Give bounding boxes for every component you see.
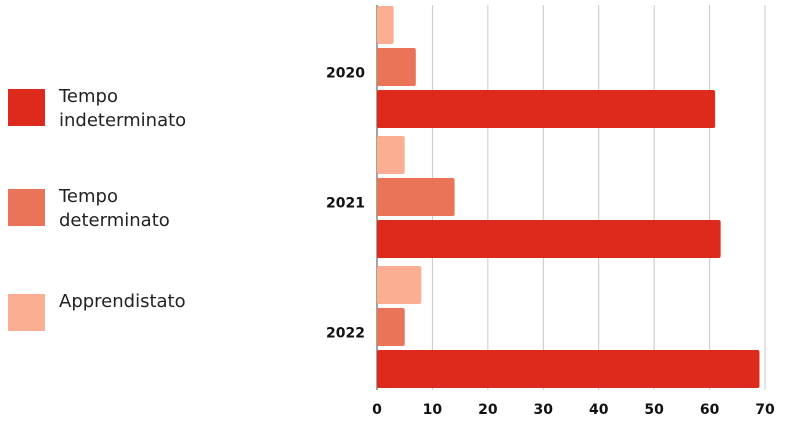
legend-item-apprendistato: Apprendistato (8, 290, 229, 331)
legend-swatch (8, 189, 45, 226)
x-tick-label: 10 (423, 402, 443, 418)
chart-legend: Tempo indeterminato Tempo determinato Ap… (8, 0, 268, 422)
x-tick-label: 50 (644, 402, 664, 418)
bar-2020-apprendistato (377, 6, 394, 44)
x-tick-label: 0 (372, 402, 382, 418)
bar-2022-tempo-determinato (377, 308, 405, 346)
bar-2022-tempo-indeterminato (377, 350, 760, 388)
bar-2021-tempo-determinato (377, 178, 455, 216)
legend-swatch (8, 294, 45, 331)
legend-item-tempo-determinato: Tempo determinato (8, 185, 229, 233)
bar-2020-tempo-determinato (377, 48, 416, 86)
bar-2020-tempo-indeterminato (377, 90, 716, 128)
category-label: 2020 (326, 66, 365, 82)
legend-label: Tempo indeterminato (59, 86, 187, 131)
bar-2021-apprendistato (377, 136, 405, 174)
x-tick-labels: 0 10 20 30 40 50 60 70 (372, 402, 775, 418)
legend-swatch (8, 89, 45, 126)
bar-2022-apprendistato (377, 266, 422, 304)
category-label: 2021 (326, 196, 365, 212)
legend-label: Tempo determinato (59, 186, 170, 231)
x-tick-label: 30 (534, 402, 554, 418)
x-tick-label: 20 (478, 402, 498, 418)
bar-2021-tempo-indeterminato (377, 220, 721, 258)
bars (377, 6, 760, 388)
legend-item-tempo-indeterminato: Tempo indeterminato (8, 85, 229, 133)
category-label: 2022 (326, 326, 365, 342)
x-tick-label: 70 (755, 402, 775, 418)
x-tick-label: 60 (700, 402, 720, 418)
category-labels: 2020 2021 2022 (326, 66, 365, 342)
x-tick-label: 40 (589, 402, 609, 418)
legend-label: Apprendistato (59, 291, 186, 312)
